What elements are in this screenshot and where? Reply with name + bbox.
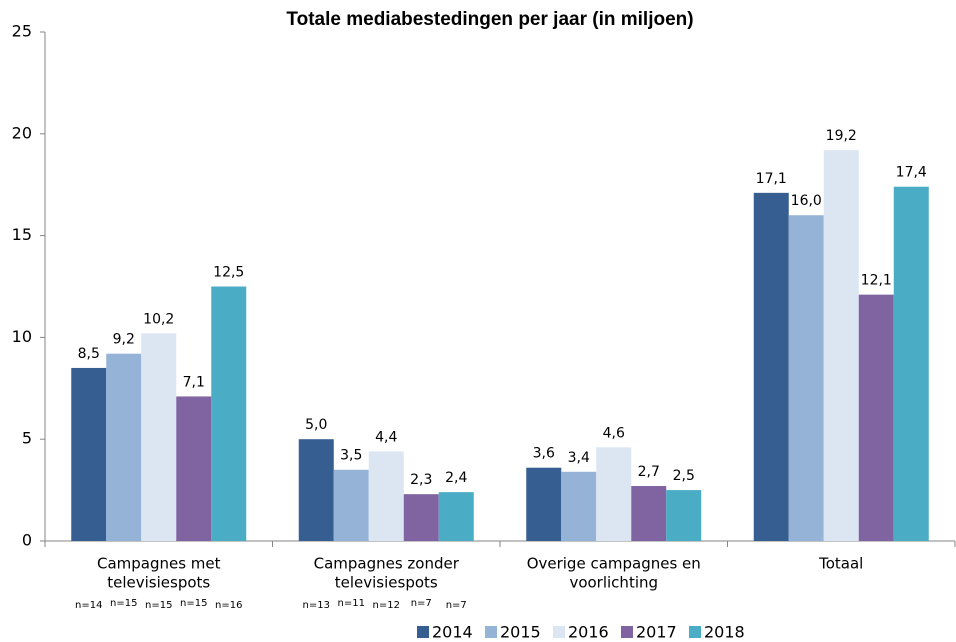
legend-swatch — [689, 626, 701, 638]
x-tick-label: televisiespots — [335, 574, 438, 592]
y-tick-label: 0 — [22, 531, 32, 550]
chart-title: Totale mediabestedingen per jaar (in mil… — [286, 9, 693, 30]
legend-swatch — [485, 626, 497, 638]
value-label: 2,7 — [638, 464, 660, 480]
y-tick-label: 25 — [12, 22, 32, 41]
sample-size: n=7 — [411, 598, 432, 609]
value-label: 12,1 — [861, 273, 892, 289]
legend-swatch — [417, 626, 429, 638]
bar — [333, 469, 369, 541]
legend-label: 2014 — [432, 623, 473, 642]
legend-label: 2016 — [568, 623, 609, 642]
value-label: 3,5 — [340, 448, 362, 464]
bar — [368, 451, 404, 541]
legend-swatch — [621, 626, 633, 638]
x-tick-label: Campagnes zonder — [314, 555, 460, 573]
x-tick-label: Overige campagnes en — [527, 555, 701, 573]
bar — [858, 294, 894, 541]
value-label: 17,4 — [896, 165, 927, 181]
legend-swatch — [553, 626, 565, 638]
sample-size: n=15 — [145, 600, 172, 611]
sample-size: n=15 — [110, 598, 137, 609]
x-tick-label: Campagnes met — [97, 555, 221, 573]
legend-label: 2015 — [500, 623, 541, 642]
sample-size: n=15 — [180, 598, 207, 609]
x-tick-label: voorlichting — [569, 574, 658, 592]
bar — [106, 353, 142, 541]
value-label: 16,0 — [791, 193, 822, 209]
value-label: 2,4 — [445, 470, 467, 486]
value-label: 9,2 — [113, 332, 135, 348]
value-label: 10,2 — [143, 311, 174, 327]
bar — [631, 486, 667, 541]
sample-size: n=12 — [373, 600, 400, 611]
bar — [71, 367, 107, 541]
bar — [403, 494, 439, 541]
sample-size: n=7 — [446, 600, 467, 611]
bar — [666, 490, 702, 541]
legend-label: 2017 — [636, 623, 677, 642]
value-label: 4,4 — [375, 429, 397, 445]
y-tick-label: 20 — [12, 123, 32, 142]
sample-size: n=13 — [303, 600, 330, 611]
value-label: 2,5 — [673, 468, 695, 484]
value-label: 3,6 — [533, 446, 555, 462]
value-label: 5,0 — [305, 417, 327, 433]
value-label: 2,3 — [410, 472, 432, 488]
value-label: 8,5 — [78, 346, 100, 362]
bar — [141, 333, 177, 541]
y-tick-label: 15 — [12, 225, 32, 244]
bar — [596, 447, 632, 541]
value-label: 7,1 — [183, 374, 205, 390]
sample-size: n=14 — [75, 600, 102, 611]
bar — [298, 439, 334, 541]
bar — [211, 286, 247, 541]
value-label: 4,6 — [603, 425, 625, 441]
bar — [176, 396, 212, 541]
y-tick-label: 5 — [22, 429, 32, 448]
bar — [753, 192, 789, 541]
x-tick-label: televisiespots — [107, 574, 210, 592]
legend-label: 2018 — [704, 623, 745, 642]
value-label: 19,2 — [826, 128, 857, 144]
x-tick-label: Totaal — [818, 555, 863, 573]
sample-size: n=16 — [215, 600, 242, 611]
bar — [823, 150, 859, 541]
bar — [561, 471, 597, 541]
bar — [526, 467, 562, 541]
value-label: 17,1 — [756, 171, 787, 187]
bar — [438, 492, 474, 541]
bar — [788, 215, 824, 542]
value-label: 12,5 — [213, 265, 244, 281]
y-tick-label: 10 — [12, 327, 32, 346]
sample-size: n=11 — [338, 598, 365, 609]
bar — [893, 186, 929, 541]
value-label: 3,4 — [568, 450, 590, 466]
